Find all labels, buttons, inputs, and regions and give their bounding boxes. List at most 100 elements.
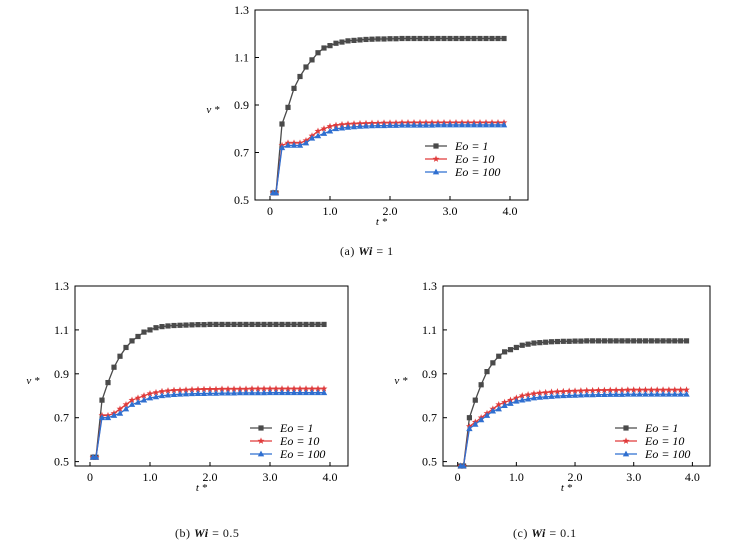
legend-label: Eo = 1 [279, 421, 313, 435]
data-point [279, 121, 285, 127]
data-point [296, 389, 304, 396]
data-point [489, 35, 495, 42]
data-point [249, 321, 255, 328]
data-point [471, 35, 477, 42]
data-point [290, 385, 298, 392]
data-point [278, 144, 286, 151]
data-point [320, 125, 328, 132]
data-point [659, 386, 667, 393]
data-point [338, 120, 346, 128]
data-point [507, 400, 514, 406]
panel-c: 0 1.0 2.0 3.0 4.0 0.5 0.7 0.9 1.1 1.3 t * v * Eo = 1… [394, 279, 711, 494]
data-point [188, 390, 196, 397]
x-tick-label: 1.0 [323, 204, 338, 218]
data-point [446, 121, 454, 128]
data-point [496, 353, 502, 359]
series-line [460, 340, 687, 467]
data-point [237, 321, 243, 328]
data-point [572, 338, 578, 344]
x-tick-label: 4.0 [503, 204, 518, 218]
data-point [206, 385, 214, 393]
legend-label: Eo = 10 [454, 152, 494, 166]
y-tick-label: 1.3 [234, 3, 249, 17]
data-point [560, 392, 567, 399]
data-point [548, 393, 555, 399]
data-point [659, 390, 667, 397]
x-tick-label: 0 [87, 470, 93, 484]
data-point [660, 338, 666, 344]
y-tick-label: 1.1 [422, 323, 437, 337]
data-point [483, 412, 491, 418]
y-axis-label: v * [26, 375, 40, 387]
data-point [177, 322, 183, 328]
data-point [165, 323, 171, 329]
data-point [625, 338, 631, 344]
data-point [589, 386, 597, 394]
data-point [368, 122, 376, 129]
data-point [182, 386, 190, 393]
data-point [171, 322, 177, 329]
data-point [507, 396, 514, 404]
data-point [314, 385, 322, 392]
data-point [683, 386, 690, 393]
data-point [416, 121, 424, 128]
data-point [297, 73, 303, 80]
x-tick-label: 3.0 [626, 470, 641, 484]
data-point [531, 340, 537, 346]
data-point [606, 386, 614, 393]
data-point [176, 390, 184, 397]
legend-marker [622, 437, 630, 444]
y-tick-label: 1.1 [54, 323, 69, 337]
data-point [201, 322, 207, 328]
data-point [284, 389, 292, 396]
data-point [428, 121, 436, 128]
data-point [272, 389, 280, 396]
data-point [92, 453, 100, 460]
data-point [386, 122, 394, 128]
data-point [583, 391, 590, 398]
data-point [612, 391, 620, 397]
caption-a-value: = 1 [372, 244, 394, 258]
data-point [255, 321, 261, 328]
data-point [398, 121, 406, 128]
data-point [440, 121, 448, 128]
data-point [105, 379, 111, 386]
data-point [648, 390, 655, 397]
data-point [405, 35, 411, 42]
data-point [266, 385, 274, 392]
data-point [441, 35, 447, 42]
caption-c-param: Wi [531, 526, 546, 540]
data-point [261, 321, 267, 328]
data-point [495, 405, 502, 412]
data-point [194, 385, 202, 393]
data-point [363, 36, 369, 43]
data-point [110, 412, 118, 418]
data-point [242, 389, 250, 396]
data-point [189, 322, 195, 328]
data-point [583, 386, 591, 394]
data-point [404, 121, 412, 128]
data-point [99, 397, 105, 403]
data-point [320, 385, 328, 392]
data-point [495, 35, 501, 42]
data-point [525, 341, 531, 347]
data-point [519, 342, 525, 348]
legend-marker [432, 168, 440, 175]
data-point [618, 386, 626, 393]
data-point [182, 390, 190, 397]
legend-label: Eo = 10 [644, 434, 684, 448]
data-point [188, 386, 196, 393]
x-tick-label: 1.0 [509, 470, 524, 484]
data-point [213, 321, 219, 328]
series-line [460, 389, 687, 467]
data-point [477, 416, 485, 423]
data-point [458, 121, 466, 128]
data-point [507, 347, 514, 353]
data-point [554, 392, 561, 399]
data-point [194, 390, 202, 396]
data-point [98, 414, 106, 421]
data-point [326, 127, 334, 134]
data-point [314, 389, 322, 396]
data-point [381, 36, 387, 42]
